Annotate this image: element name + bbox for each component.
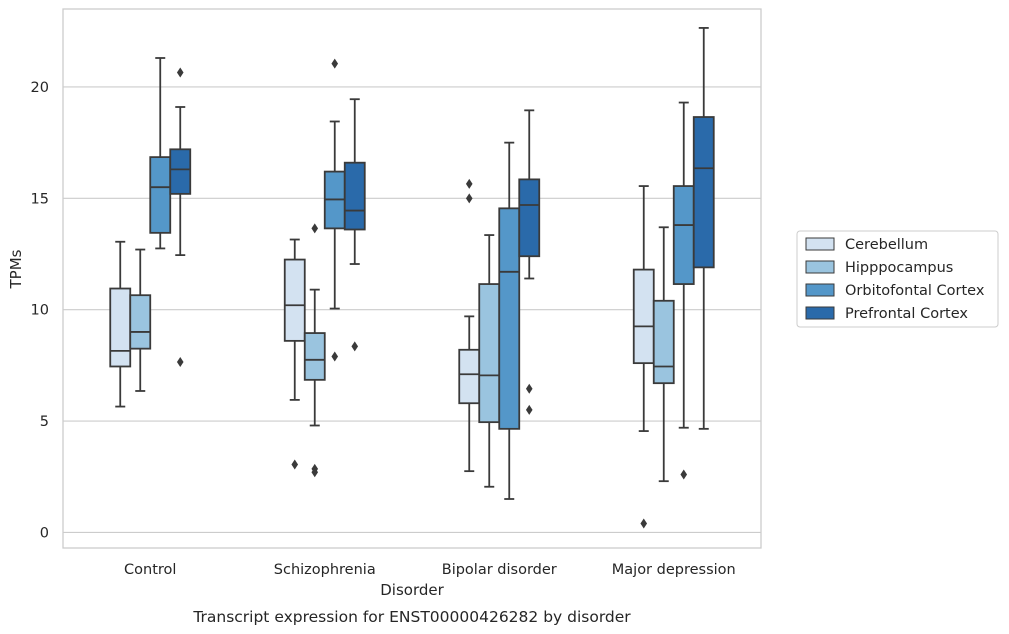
box-iqr [632, 268, 655, 365]
x-tick-labels: Control Schizophrenia Bipolar disorder Majo… [124, 562, 736, 578]
box [652, 226, 675, 483]
box-iqr [672, 185, 695, 285]
legend-label: Cerebellum [845, 237, 928, 253]
box-iqr [518, 178, 541, 258]
outlier-point [331, 58, 339, 69]
y-tick-label: 5 [40, 414, 49, 430]
box-iqr [458, 348, 481, 405]
outlier-point [311, 223, 319, 234]
box-iqr [109, 287, 132, 368]
box-iqr [303, 332, 326, 381]
legend-swatch [805, 260, 835, 274]
x-axis-label: Disorder [380, 581, 444, 599]
x-tick-label: Major depression [612, 562, 736, 578]
legend-items: Cerebellum Hipppocampus Orbitofontal Corte… [805, 237, 985, 322]
y-tick-labels: 0 5 10 15 20 [31, 80, 49, 541]
gridlines [63, 86, 761, 533]
outlier-point [465, 193, 473, 204]
box [498, 141, 521, 500]
box [343, 98, 366, 352]
box [672, 101, 695, 480]
series-group [129, 223, 675, 488]
box [283, 238, 306, 470]
legend-frame [796, 230, 999, 328]
box-iqr [149, 156, 172, 234]
outlier-point [176, 67, 184, 78]
box-iqr [478, 283, 501, 424]
box-iqr [652, 299, 675, 385]
legend-swatch [805, 283, 835, 297]
legend: Cerebellum Hipppocampus Orbitofontal Corte… [796, 230, 999, 328]
box [692, 27, 715, 430]
outlier-point [291, 459, 299, 470]
outlier-point [176, 357, 184, 368]
series-group [169, 27, 715, 430]
outlier-point [465, 178, 473, 189]
x-tick-label: Control [124, 562, 176, 578]
box-iqr [498, 207, 521, 430]
plot-area [62, 8, 762, 549]
outlier-point [680, 469, 688, 480]
series-group [149, 57, 695, 500]
box-iqr [169, 148, 192, 195]
box-iqr [129, 294, 152, 350]
x-tick-label: Schizophrenia [274, 562, 376, 578]
x-tick-label: Bipolar disorder [442, 562, 557, 578]
box [303, 223, 326, 478]
y-tick-label: 0 [40, 525, 49, 541]
legend-label: Prefrontal Cortex [845, 306, 968, 322]
box [109, 240, 132, 408]
box [458, 178, 481, 473]
outlier-point [351, 341, 359, 352]
outlier-point [525, 383, 533, 394]
box [478, 234, 501, 488]
box [169, 67, 192, 368]
outlier-point [311, 467, 319, 478]
series-group [109, 178, 655, 529]
box-iqr [692, 116, 715, 269]
outlier-point [525, 404, 533, 415]
box [129, 248, 152, 392]
outlier-point [331, 351, 339, 362]
box [323, 58, 346, 362]
y-tick-label: 10 [31, 303, 49, 319]
box-iqr [343, 161, 366, 231]
y-axis-label: TPMs [7, 249, 25, 289]
box-iqr [283, 258, 306, 342]
box-groups [109, 27, 715, 529]
legend-label: Hipppocampus [845, 260, 953, 276]
chart-caption: Transcript expression for ENST0000042628… [192, 608, 631, 626]
legend-label: Orbitofontal Cortex [845, 283, 985, 299]
legend-swatch [805, 237, 835, 251]
y-tick-label: 15 [31, 191, 49, 207]
legend-swatch [805, 306, 835, 320]
box [632, 185, 655, 529]
y-tick-label: 20 [31, 80, 49, 96]
box [518, 109, 541, 415]
box [149, 57, 172, 250]
outlier-point [640, 518, 648, 529]
